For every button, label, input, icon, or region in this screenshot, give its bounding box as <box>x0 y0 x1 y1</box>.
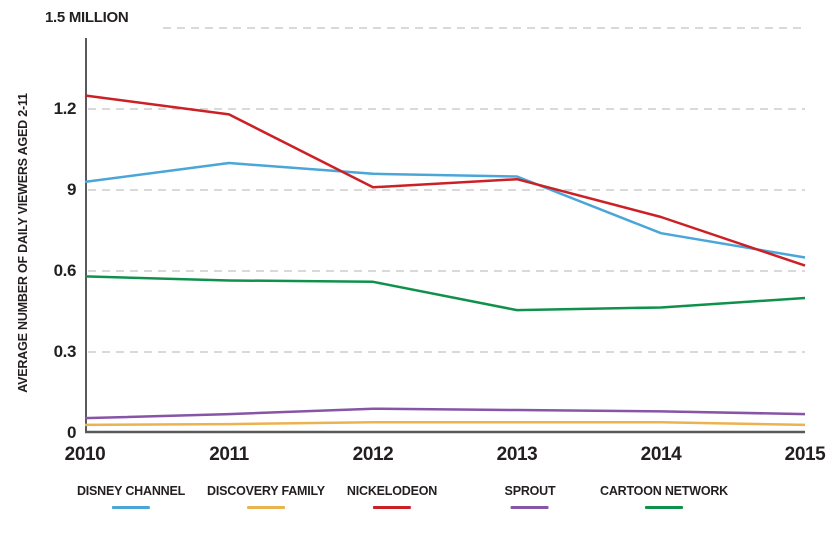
y-tick-label-0.3: 0.3 <box>53 342 77 361</box>
plot-area <box>84 27 806 434</box>
legend-item-nickelodeon: NICKELODEON <box>347 484 437 509</box>
x-tick-label-2010: 2010 <box>64 444 106 465</box>
legend-color-swatch <box>111 506 150 509</box>
series-line-cartoon-network <box>84 275 806 312</box>
x-tick-label-2014: 2014 <box>640 444 682 465</box>
legend-label: SPROUT <box>504 484 556 498</box>
legend-item-disney-channel: DISNEY CHANNEL <box>77 484 185 509</box>
y-tick-label-0.6: 0.6 <box>53 261 77 280</box>
y-tick-label-9: 9 <box>66 180 76 199</box>
series-line-disney-channel <box>84 161 806 259</box>
legend-label: DISNEY CHANNEL <box>76 484 186 498</box>
legend-item-discovery-family: DISCOVERY FAMILY <box>207 484 325 509</box>
legend-color-swatch <box>247 506 285 509</box>
legend-color-swatch <box>644 506 683 509</box>
y-tick-label-1.2: 1.2 <box>53 99 77 118</box>
legend-label: DISCOVERY FAMILY <box>207 484 325 498</box>
y-tick-label-0: 0 <box>66 423 76 442</box>
legend-label: CARTOON NETWORK <box>599 484 729 498</box>
series-line-nickelodeon <box>84 94 806 267</box>
x-tick-label-2015: 2015 <box>784 444 826 465</box>
y-axis-top-tick-label: 1.5 MILLION <box>45 9 129 26</box>
legend-color-swatch <box>372 506 411 509</box>
series-line-discovery-family <box>84 420 806 427</box>
legend-color-swatch <box>510 506 549 509</box>
legend-label: NICKELODEON <box>346 484 438 498</box>
legend-item-sprout: SPROUT <box>505 484 556 509</box>
x-tick-label-2012: 2012 <box>352 444 394 465</box>
x-tick-label-2013: 2013 <box>496 444 538 465</box>
series-line-sprout <box>84 407 806 420</box>
legend-item-cartoon-network: CARTOON NETWORK <box>600 484 728 509</box>
x-tick-label-2011: 2011 <box>209 444 249 465</box>
